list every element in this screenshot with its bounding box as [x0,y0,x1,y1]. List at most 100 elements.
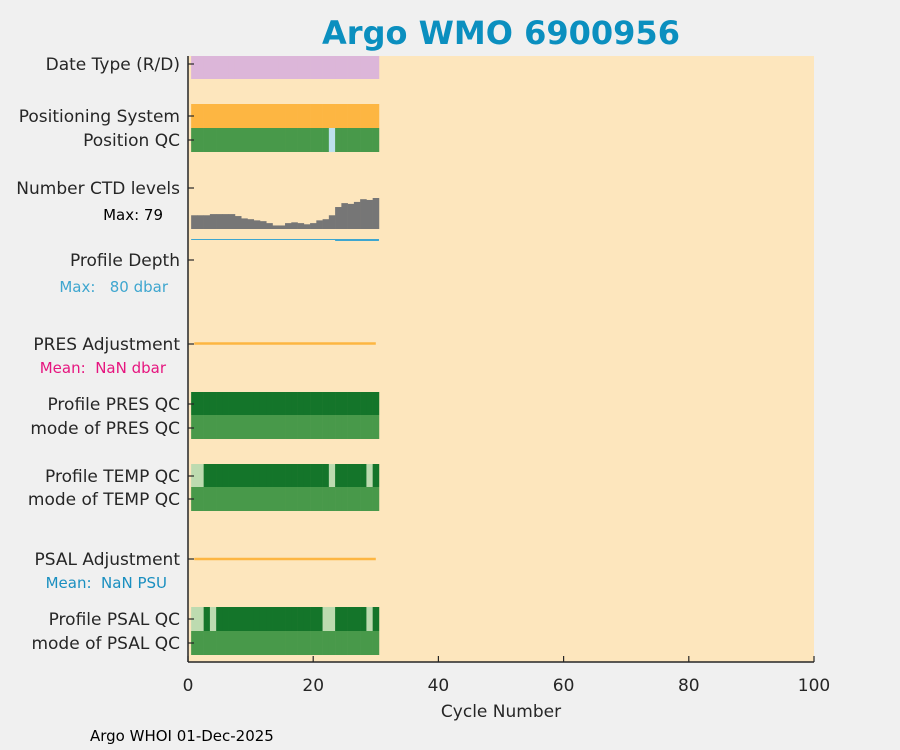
ctd-levels-cycle-4-bar [209,214,217,229]
chart-title: Argo WMO 6900956 [322,14,680,52]
profile-pres-qc-cycle-8-bar [234,392,242,415]
profile-psal-qc-cycle-26-bar [347,607,355,631]
position-qc-cycle-12-bar [259,128,267,152]
psal-adjustment-label: PSAL Adjustment [35,550,181,570]
date-type-cycle-12-bar [259,56,267,79]
ctd-levels-cycle-22-bar [322,219,330,229]
profile-psal-qc-cycle-1-bar [191,607,198,631]
profile-pres-qc-cycle-10-bar [247,392,255,415]
mode-temp-qc-cycle-2-bar [197,487,204,511]
profile-temp-qc-cycle-7-bar [228,464,236,487]
profile-temp-qc-cycle-12-bar [259,464,267,487]
profile-psal-qc-cycle-3-bar [203,607,211,631]
profile-pres-qc-cycle-12-bar [259,392,267,415]
profile-pres-qc-cycle-4-bar [209,392,217,415]
date-type-cycle-25-bar [341,56,348,79]
mode-temp-qc-cycle-22-bar [322,487,330,511]
positioning-system-cycle-12-bar [259,104,267,128]
profile-depth-label: Profile Depth [70,251,180,271]
positioning-system-cycle-16-bar [285,104,292,128]
position-qc-cycle-4-bar [209,128,217,152]
profile-pres-qc-cycle-6-bar [222,392,229,415]
ctd-levels-cycle-2-bar [197,215,204,229]
x-tick-label-20: 20 [302,676,324,696]
mode-temp-qc-cycle-23-bar [328,487,336,511]
ctd-levels-cycle-18-bar [297,223,305,229]
ctd-levels-cycle-21-bar [316,220,323,229]
profile-psal-qc-cycle-12-bar [259,607,267,631]
positioning-system-cycle-10-bar [247,104,255,128]
mode-psal-qc-cycle-4-bar [209,631,217,655]
mode-pres-qc-cycle-9-bar [241,415,248,439]
date-type-cycle-9-bar [241,56,248,79]
position-qc-cycle-14-bar [272,128,280,152]
ctd-levels-cycle-6-bar [222,214,229,229]
position-qc-cycle-10-bar [247,128,255,152]
mode-pres-qc-cycle-16-bar [285,415,292,439]
profile-pres-qc-label: Profile PRES QC [47,395,180,415]
mode-psal-qc-cycle-19-bar [303,631,311,655]
date-type-cycle-7-bar [228,56,236,79]
ctd-levels-cycle-30-bar [372,198,380,229]
mode-temp-qc-cycle-7-bar [228,487,236,511]
profile-pres-qc-cycle-17-bar [291,392,298,415]
position-qc-label: Position QC [83,131,180,151]
profile-temp-qc-cycle-4-bar [209,464,217,487]
profile-psal-qc-cycle-15-bar [278,607,286,631]
profile-psal-qc-cycle-13-bar [266,607,273,631]
profile-pres-qc-cycle-13-bar [266,392,273,415]
profile-temp-qc-cycle-24-bar [335,464,342,487]
date-type-cycle-20-bar [310,56,317,79]
profile-pres-qc-cycle-22-bar [322,392,330,415]
profile-temp-qc-cycle-14-bar [272,464,280,487]
date-type-cycle-4-bar [209,56,217,79]
positioning-system-cycle-29-bar [366,104,373,128]
date-type-cycle-22-bar [322,56,330,79]
profile-temp-qc-cycle-16-bar [285,464,292,487]
mode-pres-qc-cycle-25-bar [341,415,348,439]
positioning-system-cycle-17-bar [291,104,298,128]
date-type-cycle-30-bar [372,56,380,79]
ctd-levels-cycle-1-bar [191,215,198,229]
date-type-cycle-1-bar [191,56,198,79]
mode-temp-qc-cycle-4-bar [209,487,217,511]
profile-pres-qc-cycle-21-bar [316,392,323,415]
profile-temp-qc-cycle-3-bar [203,464,211,487]
profile-pres-qc-cycle-15-bar [278,392,286,415]
mode-psal-qc-cycle-25-bar [341,631,348,655]
mode-temp-qc-cycle-29-bar [366,487,373,511]
x-tick-label-100: 100 [798,676,830,696]
position-qc-cycle-7-bar [228,128,236,152]
profile-pres-qc-cycle-1-bar [191,392,198,415]
pres-adjustment-label: PRES Adjustment [33,335,180,355]
profile-psal-qc-cycle-27-bar [353,607,361,631]
mode-pres-qc-cycle-18-bar [297,415,305,439]
positioning-system-cycle-13-bar [266,104,273,128]
profile-psal-qc-cycle-16-bar [285,607,292,631]
profile-psal-qc-cycle-22-bar [322,607,330,631]
positioning-system-cycle-30-bar [372,104,380,128]
positioning-system-cycle-5-bar [216,104,223,128]
mode-pres-qc-cycle-14-bar [272,415,280,439]
position-qc-cycle-8-bar [234,128,242,152]
profile-temp-qc-cycle-27-bar [353,464,361,487]
position-qc-cycle-25-bar [341,128,348,152]
profile-psal-qc-cycle-6-bar [222,607,229,631]
positioning-system-cycle-11-bar [253,104,261,128]
profile-temp-qc-cycle-8-bar [234,464,242,487]
mode-psal-qc-cycle-29-bar [366,631,373,655]
ctd-levels-cycle-29-bar [366,199,373,229]
profile-temp-qc-cycle-15-bar [278,464,286,487]
date-type-cycle-21-bar [316,56,323,79]
profile-psal-qc-cycle-5-bar [216,607,223,631]
mode-temp-qc-cycle-25-bar [341,487,348,511]
date-type-cycle-15-bar [278,56,286,79]
position-qc-cycle-17-bar [291,128,298,152]
mode-pres-qc-cycle-5-bar [216,415,223,439]
profile-pres-qc-cycle-7-bar [228,392,236,415]
mode-temp-qc-cycle-9-bar [241,487,248,511]
ctd-levels-cycle-14-bar [272,225,280,229]
profile-temp-qc-cycle-1-bar [191,464,198,487]
profile-temp-qc-cycle-26-bar [347,464,355,487]
